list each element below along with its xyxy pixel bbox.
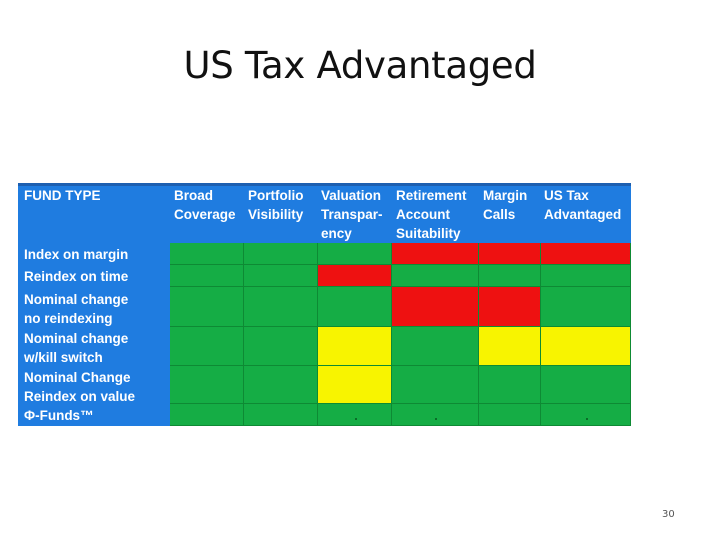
status-cell <box>244 404 318 426</box>
row-label-nominal-change-no-reindexing: Nominal change no reindexing <box>24 292 129 326</box>
row-label-phi-funds: Φ-Funds™ <box>24 408 94 423</box>
status-cell <box>244 366 318 404</box>
row-label-nominal-change-reindex-on-value: Nominal Change Reindex on value <box>24 370 136 404</box>
status-cell <box>318 366 392 404</box>
status-cell <box>541 327 631 366</box>
header-band <box>18 183 631 243</box>
row-label-band <box>18 243 170 426</box>
column-header-valuation-transparency: Valuation Transpar- ency <box>321 188 383 241</box>
corner-label: FUND TYPE <box>24 188 101 203</box>
status-cell <box>244 287 318 327</box>
status-cell <box>170 265 244 287</box>
status-cell <box>170 366 244 404</box>
cell-mark <box>585 418 588 420</box>
page-number: 30 <box>662 509 675 520</box>
status-cell <box>170 327 244 366</box>
row-label-nominal-change-kill-switch: Nominal change w/kill switch <box>24 331 129 365</box>
status-cell <box>541 265 631 287</box>
status-cell <box>479 366 541 404</box>
status-cell <box>541 404 631 426</box>
fund-type-matrix: FUND TYPE Broad Coverage Portfolio Visib… <box>18 183 631 426</box>
status-cell <box>392 287 479 327</box>
cell-mark <box>354 418 357 420</box>
status-cell <box>170 404 244 426</box>
column-header-retirement-account-suitability: Retirement Account Suitability <box>396 188 467 241</box>
status-cell <box>244 243 318 265</box>
status-cell <box>170 287 244 327</box>
row-label-index-on-margin: Index on margin <box>24 247 129 262</box>
row-label-reindex-on-time: Reindex on time <box>24 269 129 284</box>
status-cell <box>392 265 479 287</box>
status-cell <box>392 243 479 265</box>
status-cell <box>479 404 541 426</box>
status-cell <box>392 366 479 404</box>
column-header-portfolio-visibility: Portfolio Visibility <box>248 188 304 222</box>
status-cell <box>479 327 541 366</box>
status-cell <box>479 243 541 265</box>
status-cell <box>318 404 392 426</box>
status-cell <box>170 243 244 265</box>
status-cell <box>318 327 392 366</box>
status-cell <box>541 366 631 404</box>
column-header-us-tax-advantaged: US Tax Advantaged <box>544 188 622 222</box>
cell-mark <box>435 418 437 420</box>
status-cell <box>392 404 479 426</box>
status-cell <box>244 265 318 287</box>
status-cell <box>392 327 479 366</box>
status-cell <box>479 287 541 327</box>
status-cell <box>318 265 392 287</box>
status-cell <box>479 265 541 287</box>
column-header-margin-calls: Margin Calls <box>483 188 528 222</box>
status-cell <box>541 243 631 265</box>
status-cell <box>244 327 318 366</box>
column-header-broad-coverage: Broad Coverage <box>174 188 236 222</box>
slide-title: US Tax Advantaged <box>183 44 537 87</box>
status-cell <box>541 287 631 327</box>
status-cell <box>318 243 392 265</box>
status-cell <box>318 287 392 327</box>
